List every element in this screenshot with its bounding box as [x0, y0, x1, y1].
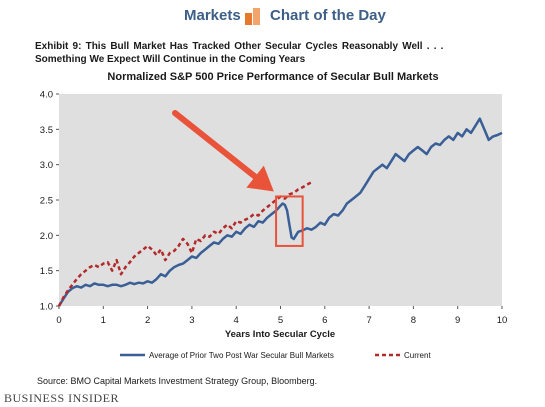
- x-tick-label: 2: [145, 315, 150, 326]
- y-axis: 1.0 1.5 2.0 2.5 3.0 3.5 4.0: [40, 90, 59, 313]
- exhibit-caption: Exhibit 9: This Bull Market Has Tracked …: [35, 40, 515, 66]
- legend-label-current: Current: [404, 351, 431, 360]
- source-note: Source: BMO Capital Markets Investment S…: [37, 376, 318, 386]
- x-axis-label: Years Into Secular Cycle: [225, 329, 335, 340]
- markets-label[interactable]: Markets: [184, 7, 241, 24]
- header-bar: Markets Chart of the Day: [0, 0, 545, 34]
- series-layer: [57, 117, 503, 307]
- plot-area: [59, 94, 502, 306]
- legend-label-average: Average of Prior Two Post War Secular Bu…: [149, 351, 334, 360]
- x-tick-label: 7: [366, 315, 371, 326]
- y-tick-label: 4.0: [40, 90, 53, 101]
- exhibit-line-2: Something We Expect Will Continue in the…: [35, 54, 306, 65]
- x-tick-label: 5: [278, 315, 283, 326]
- y-tick-label: 2.0: [40, 231, 53, 242]
- x-tick-label: 8: [411, 315, 416, 326]
- annotation-layer: [172, 110, 304, 247]
- x-tick-label: 4: [234, 315, 239, 326]
- y-tick-label: 1.0: [40, 302, 53, 313]
- legend: Average of Prior Two Post War Secular Bu…: [120, 351, 431, 360]
- annotation-arrow-shaft: [172, 110, 259, 180]
- y-tick-label: 1.5: [40, 266, 53, 277]
- x-tick-label: 10: [497, 315, 508, 326]
- x-tick-label: 9: [455, 315, 460, 326]
- y-tick-label: 3.5: [40, 125, 53, 136]
- x-tick-label: 3: [189, 315, 194, 326]
- series-current-line: [57, 181, 313, 307]
- x-tick-label: 6: [322, 315, 327, 326]
- exhibit-line-1: Exhibit 9: This Bull Market Has Tracked …: [35, 41, 444, 52]
- chart-of-the-day-label[interactable]: Chart of the Day: [270, 7, 386, 24]
- chart-title: Normalized S&P 500 Price Performance of …: [107, 71, 438, 83]
- business-insider-logo: BUSINESS INSIDER: [4, 391, 120, 405]
- y-tick-label: 2.5: [40, 196, 53, 207]
- x-axis: 0 1 2 3 4 5 6 7 8 9 10: [56, 306, 507, 326]
- highlight-box: [275, 195, 304, 247]
- x-tick-label: 0: [56, 315, 61, 326]
- y-tick-label: 3.0: [40, 160, 53, 171]
- annotation-arrow-head: [246, 165, 274, 192]
- x-tick-label: 1: [101, 315, 106, 326]
- series-average-line: [57, 117, 503, 307]
- chart-logo-icon: [245, 8, 260, 25]
